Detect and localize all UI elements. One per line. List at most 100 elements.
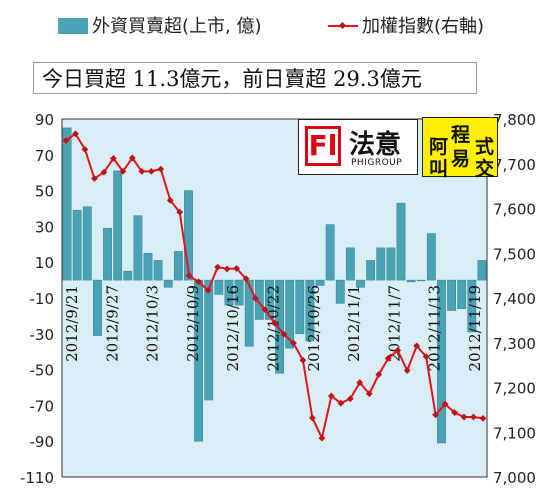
index-point	[110, 154, 117, 162]
bar	[335, 279, 345, 304]
index-point	[252, 295, 259, 302]
index-point	[413, 342, 421, 350]
legend-bar-label: 外資買賣超(上市, 億)	[92, 16, 262, 37]
index-point	[318, 434, 326, 442]
right-axis-tick-label: 7,600	[493, 201, 536, 219]
index-point	[72, 130, 79, 138]
x-date-label: 2012/11/13	[426, 285, 444, 371]
index-point	[290, 339, 297, 347]
index-point	[166, 197, 174, 204]
bar	[113, 170, 123, 281]
bar	[447, 279, 456, 311]
bar	[356, 279, 365, 288]
index-point	[233, 265, 241, 272]
left-axis-tick-label: 70	[35, 147, 54, 165]
index-point	[138, 167, 146, 175]
right-axis-tick-label: 7,500	[493, 245, 536, 263]
legend-item-taiex: 加權指數(右軸)	[328, 12, 484, 38]
bar	[396, 202, 406, 281]
chengshi-logo-char: 交	[475, 158, 495, 180]
bar	[93, 279, 102, 336]
left-axis-tick-label: -30	[30, 326, 55, 344]
bar	[275, 279, 284, 374]
x-date-label: 2012/10/9	[184, 285, 202, 362]
right-axis-tick-label: 7,800	[493, 111, 536, 129]
x-date-label: 2012/10/3	[144, 285, 162, 362]
left-axis-tick-label: 30	[35, 218, 54, 236]
plot-area	[61, 118, 488, 478]
bar	[62, 127, 72, 281]
index-point	[62, 137, 70, 144]
bar	[305, 279, 315, 342]
bar	[467, 279, 477, 333]
index-point	[271, 319, 278, 327]
phigroup-logo-name: 法意	[349, 130, 402, 160]
index-point	[176, 208, 184, 216]
left-axis-tick-label: -50	[30, 362, 55, 380]
index-point	[128, 154, 136, 162]
legend-line-swatch	[328, 18, 358, 34]
bar	[123, 270, 133, 281]
left-axis-tick-label: 50	[35, 183, 54, 201]
index-point	[119, 167, 127, 175]
bar	[426, 233, 436, 281]
x-date-label: 2012/9/27	[103, 285, 121, 362]
bar	[173, 251, 183, 281]
bar	[265, 279, 274, 320]
chart-legend: 外資買賣超(上市, 億) 加權指數(右軸)	[0, 0, 548, 44]
chengshi-logo-char: 式	[475, 136, 495, 158]
left-axis-tick-label: -90	[30, 433, 55, 451]
bar	[234, 279, 244, 306]
bar	[204, 279, 214, 401]
chengshi-logo: 阿 程 式 叫 易 交	[422, 117, 498, 180]
bar	[457, 279, 467, 309]
bar	[345, 247, 355, 281]
bar	[214, 279, 224, 295]
bar	[315, 279, 325, 286]
bar	[72, 210, 82, 281]
bar	[163, 279, 173, 288]
bar	[295, 279, 305, 335]
bar	[325, 224, 335, 281]
left-axis-tick-label: -110	[20, 469, 54, 487]
index-point	[81, 145, 89, 153]
index-point	[394, 346, 402, 354]
index-point	[299, 356, 307, 364]
x-date-label: 2012/9/21	[63, 285, 81, 362]
bar	[82, 206, 92, 281]
summary-banner: 今日買超 11.3億元，前日賣超 29.3億元	[33, 62, 477, 94]
right-axis-tick-label: 7,100	[493, 424, 536, 442]
bar	[386, 247, 396, 281]
bar	[153, 260, 163, 281]
phigroup-logo-sub: PHIGROUP	[351, 158, 403, 168]
bar	[184, 190, 193, 281]
right-axis-tick-label: 7,200	[493, 380, 536, 398]
chengshi-logo-char: 叫	[429, 158, 449, 180]
legend-item-foreign-net: 外資買賣超(上市, 億)	[58, 12, 262, 38]
index-point	[195, 278, 203, 286]
bar	[437, 279, 446, 444]
right-axis-tick-label: 7,300	[493, 335, 536, 353]
index-point	[91, 175, 98, 182]
left-axis-tick-label: -70	[30, 397, 55, 415]
index-point	[157, 165, 165, 173]
bar	[103, 227, 112, 281]
left-axis-tick-label: 10	[35, 254, 54, 272]
legend-line-label: 加權指數(右軸)	[362, 16, 485, 37]
index-point	[147, 167, 155, 175]
x-date-label: 2012/10/22	[265, 285, 283, 371]
x-date-label: 2012/11/7	[385, 285, 403, 362]
bar	[376, 247, 386, 281]
chengshi-logo-char: 易	[451, 148, 471, 170]
x-date-label: 2012/11/1	[345, 285, 363, 362]
bar	[477, 260, 487, 281]
legend-bar-swatch	[58, 18, 88, 34]
bar	[143, 253, 153, 281]
right-axis-tick-label: 7,000	[493, 469, 536, 487]
phigroup-logo: Fl 法意 PHIGROUP	[298, 119, 418, 175]
left-axis-tick-label: -10	[30, 290, 55, 308]
bar	[285, 279, 295, 349]
x-date-label: 2012/10/26	[305, 285, 323, 371]
right-axis-tick-label: 7,700	[493, 156, 536, 174]
